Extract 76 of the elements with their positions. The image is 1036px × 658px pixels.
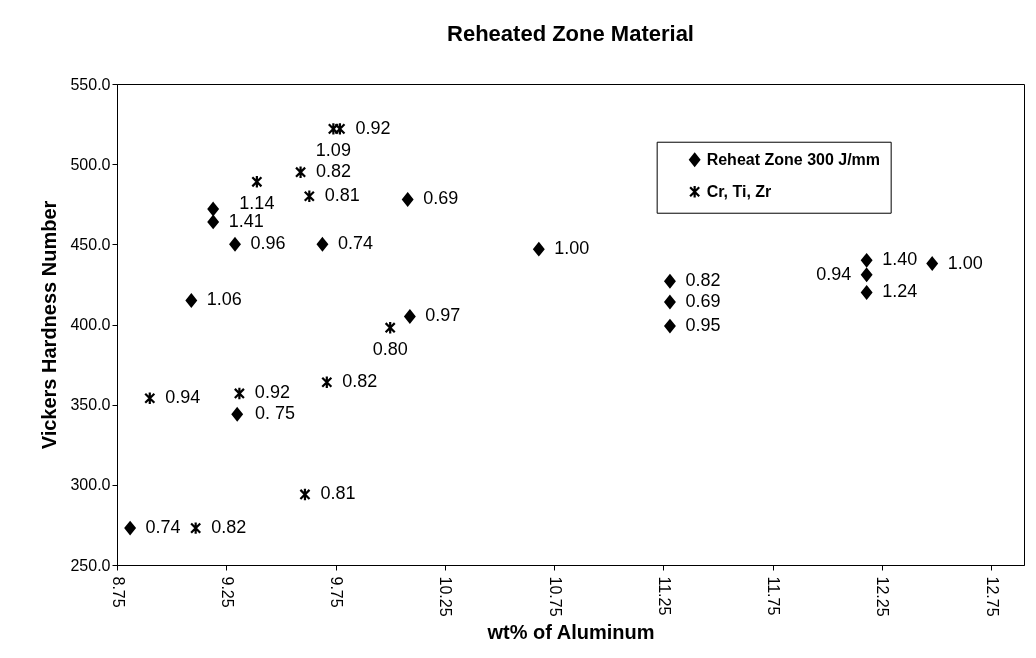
point xyxy=(321,375,333,390)
x-tick-label: 9.75 xyxy=(328,576,346,608)
annotation: 0.94 xyxy=(165,387,201,408)
x-tick-label: 11.75 xyxy=(765,576,783,616)
x-tick-label: 11.25 xyxy=(655,576,673,616)
point xyxy=(926,256,938,271)
y-tick-label: 250.0 xyxy=(70,556,111,574)
point xyxy=(664,274,676,289)
y-tick-label: 450.0 xyxy=(70,235,111,253)
legend-label: Cr, Ti, Zr xyxy=(706,182,772,200)
legend-label: Reheat Zone 300 J/mm xyxy=(706,150,881,168)
annotation: 1.09 xyxy=(315,139,351,160)
point xyxy=(233,386,246,401)
point xyxy=(664,319,676,333)
point xyxy=(404,309,416,324)
y-tick-label: 500.0 xyxy=(70,155,111,173)
point xyxy=(860,253,873,268)
point xyxy=(664,295,676,309)
point xyxy=(299,487,311,502)
annotation: 0.69 xyxy=(685,291,721,312)
annotation: 1.24 xyxy=(882,281,918,302)
point xyxy=(207,215,219,229)
annotation: 0.74 xyxy=(145,517,181,538)
annotation: 0.82 xyxy=(342,371,378,392)
point xyxy=(231,407,243,422)
annotation: 1.06 xyxy=(206,289,242,310)
annotation: 0.82 xyxy=(316,161,352,182)
annotation: 1.40 xyxy=(882,249,918,270)
annotation: 0.96 xyxy=(250,233,286,254)
annotation: 0.69 xyxy=(423,188,459,209)
chart-title: Reheated Zone Material xyxy=(447,21,694,46)
annotation: 1.00 xyxy=(554,238,590,259)
y-tick-label: 400.0 xyxy=(70,316,111,333)
point xyxy=(533,242,545,256)
point xyxy=(384,320,396,335)
x-tick-label: 12.75 xyxy=(983,576,1001,617)
annotation: 0.81 xyxy=(320,483,356,504)
x-tick-label: 12.25 xyxy=(874,576,892,617)
point xyxy=(327,122,340,136)
point xyxy=(144,391,156,406)
point xyxy=(229,237,241,252)
y-tick-label: 350.0 xyxy=(70,396,111,414)
annotation: 1.00 xyxy=(947,252,983,273)
point xyxy=(294,165,307,179)
annotation: 0.92 xyxy=(254,382,290,403)
annotation: 0. 75 xyxy=(254,403,295,424)
x-tick-label: 10.75 xyxy=(546,576,564,617)
annotation: 0.82 xyxy=(685,270,721,291)
point xyxy=(190,521,202,535)
annotation: 0.80 xyxy=(372,338,408,359)
y-tick-label: 550.0 xyxy=(70,75,111,93)
point xyxy=(124,521,136,535)
annotation: 1.41 xyxy=(228,210,264,231)
point xyxy=(185,293,197,308)
x-tick-label: 9.25 xyxy=(218,576,236,608)
annotation: 0.97 xyxy=(425,305,461,326)
point xyxy=(303,189,315,204)
annotation: 0.82 xyxy=(211,517,247,538)
annotation: 0.92 xyxy=(355,117,391,138)
annotation: 0.81 xyxy=(324,185,360,206)
point xyxy=(316,237,329,252)
y-tick-label: 300.0 xyxy=(70,476,111,494)
annotation: 0.74 xyxy=(337,233,373,254)
point xyxy=(402,192,414,207)
point xyxy=(207,202,219,216)
point xyxy=(860,285,873,300)
x-tick-label: 10.25 xyxy=(437,576,455,617)
point xyxy=(334,122,346,136)
y-axis-title: Vickers Hardness Number xyxy=(38,200,61,450)
x-tick-label: 8.75 xyxy=(109,576,127,608)
annotation: 1.14 xyxy=(239,192,275,213)
annotation: 0.95 xyxy=(685,315,721,336)
x-axis-title: wt% of Aluminum xyxy=(486,620,655,643)
annotation: 0.94 xyxy=(816,263,852,284)
point xyxy=(251,175,263,189)
point xyxy=(860,268,873,282)
